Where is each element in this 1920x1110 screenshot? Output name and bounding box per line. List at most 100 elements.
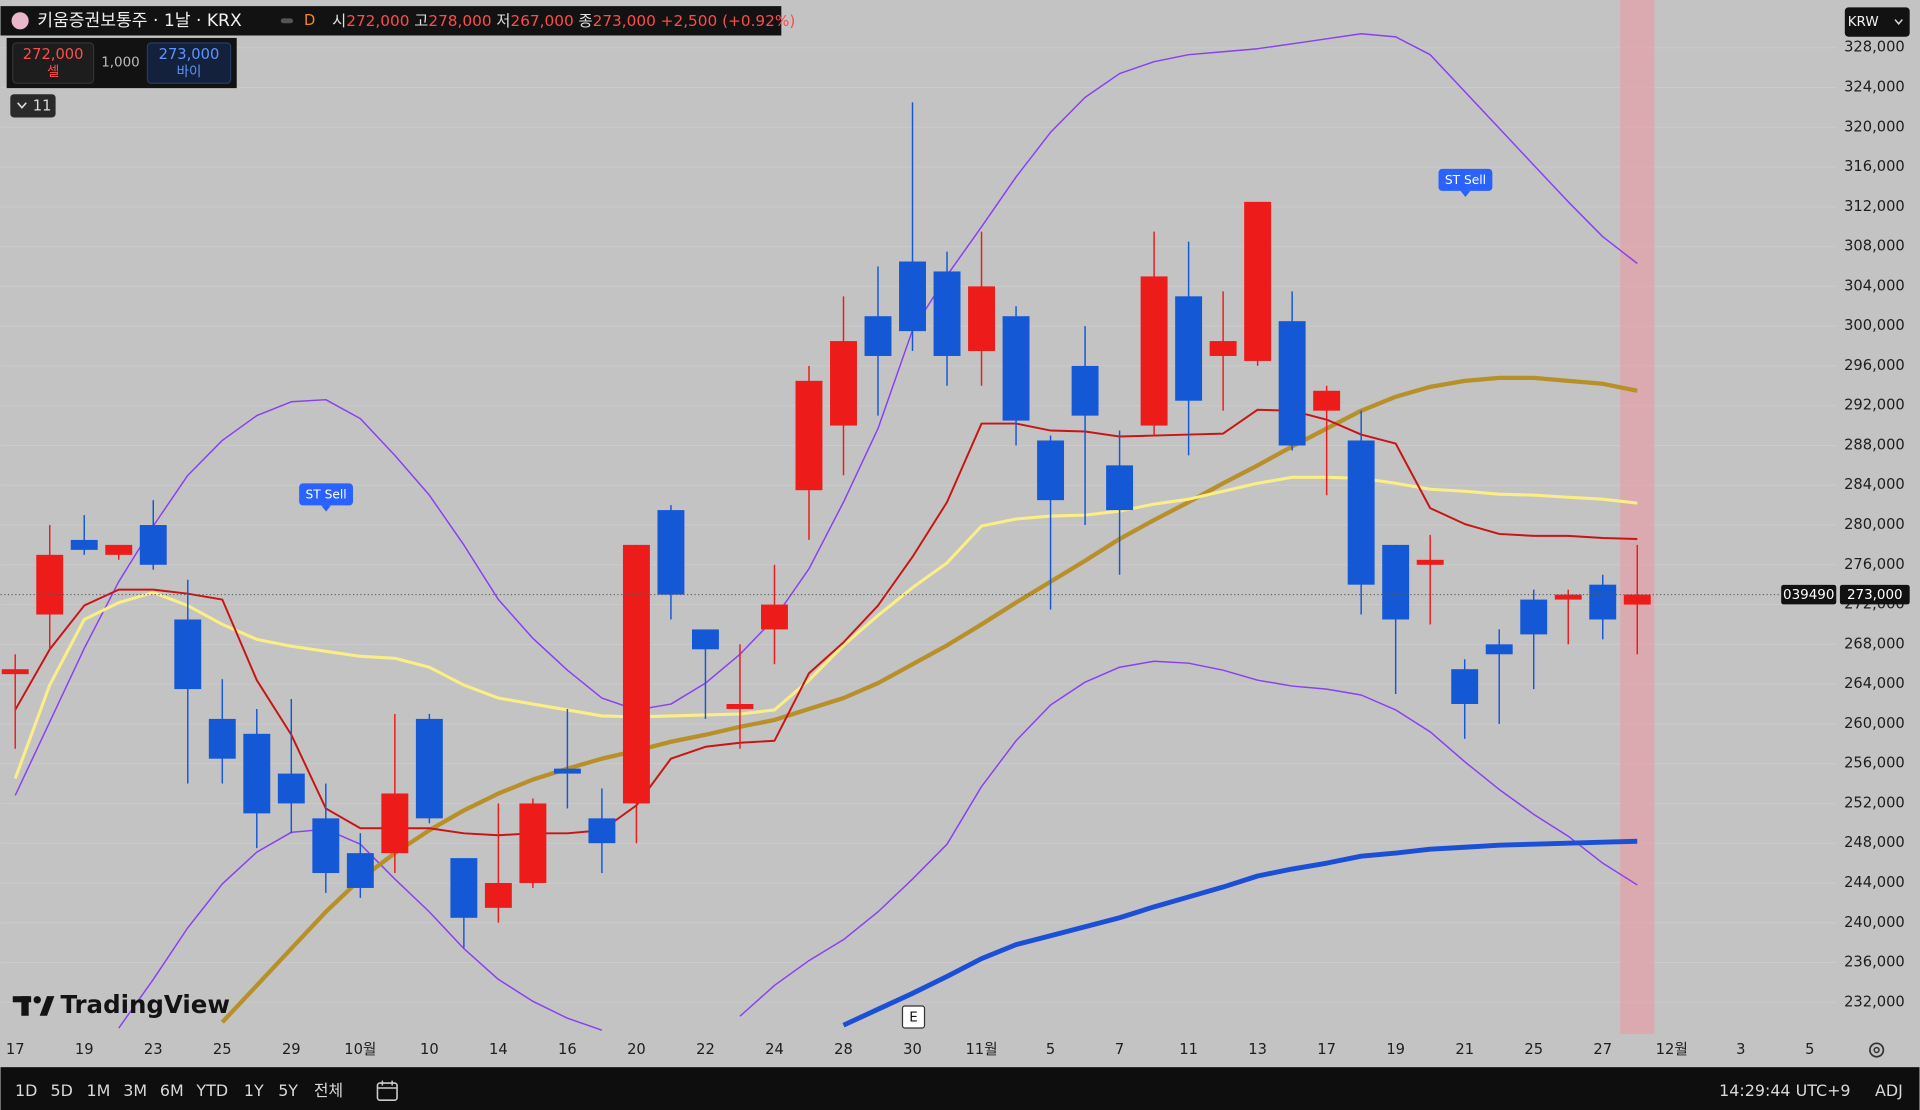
buy-button[interactable]: [146, 42, 232, 84]
session-highlight: [1620, 0, 1655, 1035]
earnings-marker[interactable]: [901, 1005, 926, 1029]
candle-body: [450, 858, 478, 918]
watermark: TradingView: [60, 990, 230, 1019]
x-tick-label: 23: [144, 1041, 163, 1058]
symbol[interactable]: 키움증권보통주 · 1날 · KRX: [37, 11, 242, 31]
clock: 14:29:44 UTC+9: [1719, 1081, 1850, 1100]
candle-body: [415, 718, 443, 819]
symbol-icon: [11, 12, 29, 30]
x-tick-label: 14: [489, 1041, 508, 1058]
candle-body: [312, 818, 340, 874]
candle-body: [1037, 440, 1065, 501]
candle-body: [1106, 465, 1134, 511]
open-label: 시: [332, 11, 346, 29]
calendar-icon[interactable]: [376, 1080, 398, 1102]
annotation-box: [1438, 168, 1493, 191]
toolbar-ranges: 1D 5D 1M 3M 6M YTD 1Y 5Y 전체: [15, 1081, 343, 1100]
low-label: 저: [496, 11, 510, 29]
watermark-logo: [12, 996, 55, 1016]
candle-body: [1209, 341, 1237, 356]
x-tick-label: 20: [627, 1041, 646, 1058]
adj-toggle[interactable]: ADJ: [1875, 1081, 1903, 1100]
chevron: [17, 102, 27, 109]
candle-body: [381, 793, 409, 854]
high-label: 고: [414, 11, 428, 29]
candle-body: [588, 818, 616, 844]
candle-body: [795, 380, 823, 491]
chevron: [1894, 19, 1903, 25]
range-button[interactable]: 1D: [15, 1081, 37, 1100]
candle-body: [622, 544, 650, 804]
x-tick-label: 5: [1046, 1041, 1055, 1058]
range-button[interactable]: YTD: [195, 1081, 228, 1100]
x-tick-label: 17: [6, 1041, 25, 1058]
y-tick-label: 304,000: [1844, 277, 1905, 294]
y-tick-label: 328,000: [1844, 39, 1905, 56]
range-button[interactable]: 5Y: [278, 1081, 298, 1100]
currency: KRW: [1848, 15, 1879, 30]
candle-body: [1278, 321, 1306, 446]
y-tick-label: 268,000: [1844, 635, 1905, 652]
last-price: 273,000: [1847, 588, 1903, 603]
candle-body: [1416, 559, 1444, 565]
candle-body: [657, 510, 685, 595]
currency-button[interactable]: [1844, 7, 1910, 37]
range-button[interactable]: 1M: [87, 1081, 111, 1100]
candle-body: [1244, 201, 1272, 361]
low: 267,000: [510, 11, 573, 29]
candle-body: [36, 554, 64, 615]
range-button[interactable]: 5D: [51, 1081, 73, 1100]
candle-body: [830, 341, 857, 426]
annotation-pointer: [1460, 190, 1471, 198]
close-label: 종: [579, 11, 593, 29]
indicators-toggle[interactable]: [10, 94, 56, 118]
range-button[interactable]: 3M: [123, 1081, 147, 1100]
sell-button[interactable]: [12, 42, 95, 84]
y-tick-label: 292,000: [1844, 397, 1905, 414]
buy-price: 273,000: [159, 46, 220, 63]
candle-body: [1071, 365, 1099, 416]
y-tick-label: 308,000: [1844, 238, 1905, 255]
ohlc: 시272,000 고278,000 저267,000 종273,000 +2,5…: [332, 11, 795, 29]
header-panel: [0, 6, 782, 36]
high: 278,000: [428, 11, 491, 29]
x-tick-label: 28: [834, 1041, 853, 1058]
x-tick-label: 21: [1455, 1041, 1474, 1058]
annotation-pointer: [321, 505, 331, 512]
indicator-line: [14, 33, 1638, 796]
candle-body: [691, 629, 719, 650]
x-tick-label: 17: [1317, 1041, 1336, 1058]
x-tick-label: 19: [75, 1041, 94, 1058]
candle-body: [553, 768, 581, 774]
range-button[interactable]: 6M: [160, 1081, 184, 1100]
y-tick-label: 240,000: [1844, 914, 1905, 931]
sell-price: 272,000: [23, 46, 84, 63]
candle-body: [1554, 594, 1582, 600]
candle-body: [761, 604, 788, 630]
highlight: [1620, 0, 1655, 1035]
y-tick-label: 276,000: [1844, 556, 1905, 573]
x-tick-label: 5: [1805, 1041, 1814, 1058]
range-button[interactable]: 1Y: [244, 1081, 264, 1100]
range-button[interactable]: 전체: [314, 1081, 343, 1100]
candle-body: [864, 316, 892, 356]
y-tick-label: 260,000: [1844, 715, 1905, 732]
settings-icon[interactable]: [1869, 1042, 1885, 1058]
y-tick-label: 280,000: [1844, 516, 1905, 533]
candle-body: [174, 619, 202, 690]
candle-body: [1451, 669, 1479, 704]
x-tick-label: 16: [558, 1041, 577, 1058]
candle-body: [139, 525, 167, 565]
candle-body: [208, 718, 236, 759]
candle-body: [726, 703, 754, 709]
x-tick-label: 30: [903, 1041, 922, 1058]
candle-body: [243, 733, 271, 814]
buy-label: 바이: [177, 64, 202, 80]
candle-body: [1140, 276, 1168, 426]
candle-body: [1002, 316, 1030, 421]
y-tick-label: 300,000: [1844, 317, 1905, 334]
y-tick-label: 324,000: [1844, 79, 1905, 96]
y-tick-label: 248,000: [1844, 834, 1905, 851]
